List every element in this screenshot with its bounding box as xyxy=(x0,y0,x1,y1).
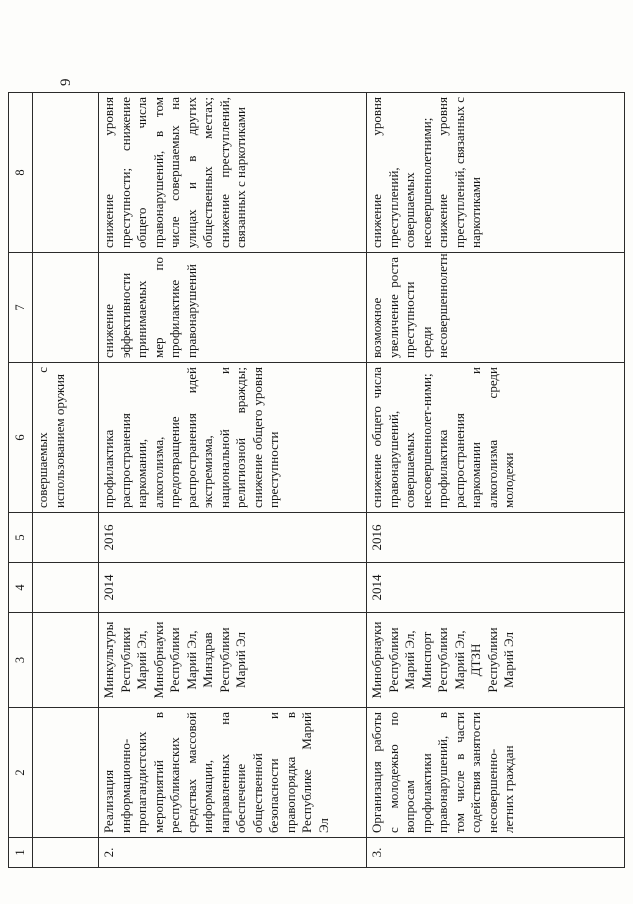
cell-activity: Организация работы с молодежью по вопрос… xyxy=(366,707,625,838)
cell-effect-continuation: совершаемых с использованием оружия xyxy=(32,362,99,513)
column-number-cell: 5 xyxy=(8,512,33,563)
column-numbers-row: 1 2 3 4 5 6 7 8 xyxy=(8,92,33,868)
empty-cell xyxy=(32,837,99,868)
empty-cell xyxy=(32,612,99,708)
column-number-cell: 3 xyxy=(8,612,33,708)
carryover-row: совершаемых с использованием оружия xyxy=(32,92,99,868)
cell-effect: профилактика распространения наркомании,… xyxy=(98,362,367,513)
empty-cell xyxy=(32,707,99,838)
empty-cell xyxy=(32,562,99,613)
column-number-cell: 4 xyxy=(8,562,33,613)
column-number-cell: 1 xyxy=(8,837,33,868)
cell-results: снижение уровня преступности; снижение о… xyxy=(98,92,367,253)
cell-activity: Реализация информационно-пропагандистски… xyxy=(98,707,367,838)
cell-executors: Минобрнауки Республики Марий Эл, Минспор… xyxy=(366,612,625,708)
cell-year-end: 2016 xyxy=(366,512,625,563)
cell-year-start: 2014 xyxy=(366,562,625,613)
column-number-cell: 2 xyxy=(8,707,33,838)
table-row: 3. Организация работы с молодежью по воп… xyxy=(366,92,625,868)
empty-cell xyxy=(32,252,99,363)
page-number: 9 xyxy=(58,78,74,87)
cell-effect: снижение общего числа правонарушений, со… xyxy=(366,362,625,513)
empty-cell xyxy=(32,92,99,253)
cell-risks: возможное увеличение роста преступности … xyxy=(366,252,625,363)
cell-executors: Минкультуры Республики Марий Эл, Минобрн… xyxy=(98,612,367,708)
column-number-cell: 7 xyxy=(8,252,33,363)
empty-cell xyxy=(32,512,99,563)
cell-row-number: 3. xyxy=(366,837,625,868)
column-number-cell: 6 xyxy=(8,362,33,513)
cell-year-end: 2016 xyxy=(98,512,367,563)
cell-risks: снижение эффективности принимаемых мер п… xyxy=(98,252,367,363)
column-number-cell: 8 xyxy=(8,92,33,253)
cell-results: снижение уровня преступлений, совершаемы… xyxy=(366,92,625,253)
program-activities-table: 1 2 3 4 5 6 7 8 совершаемых с использова… xyxy=(8,92,625,868)
cell-year-start: 2014 xyxy=(98,562,367,613)
cell-row-number: 2. xyxy=(98,837,367,868)
table-row: 2. Реализация информационно-пропагандист… xyxy=(98,92,367,868)
